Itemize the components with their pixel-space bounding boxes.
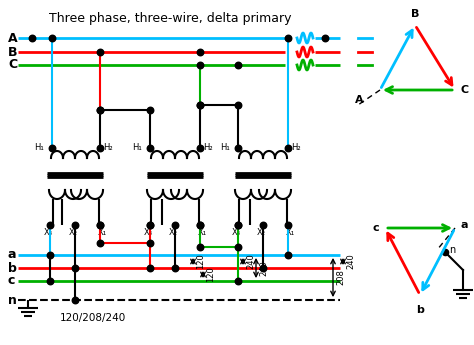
Text: X₃: X₃ [44,228,53,237]
Text: Three phase, three-wire, delta primary: Three phase, three-wire, delta primary [49,12,291,25]
Point [46,278,54,284]
Point [146,240,154,246]
Point [196,145,204,151]
Text: X₃: X₃ [231,228,240,237]
Text: a: a [8,248,17,262]
Point [284,222,292,228]
Text: B: B [8,46,18,59]
Point [96,107,104,113]
Text: X₂: X₂ [69,228,78,237]
Point [196,222,204,228]
Text: n: n [449,245,455,255]
Point [234,222,242,228]
Point [71,265,79,271]
Point [171,265,179,271]
Point [196,49,204,55]
Point [234,102,242,108]
Text: A: A [356,95,364,105]
Text: b: b [416,305,424,315]
Point [441,249,449,255]
Point [46,252,54,258]
Point [234,62,242,68]
Text: H₁: H₁ [220,144,230,152]
Text: 208: 208 [336,269,345,285]
Point [284,252,292,258]
Point [46,222,54,228]
Text: H₁: H₁ [132,144,142,152]
Point [146,222,154,228]
Point [259,265,267,271]
Point [48,145,56,151]
Point [284,145,292,151]
Point [96,107,104,113]
Text: 240: 240 [246,254,255,269]
Text: X₃: X₃ [144,228,153,237]
Point [96,222,104,228]
Text: H₂: H₂ [103,144,113,152]
Text: b: b [8,262,17,275]
Point [146,265,154,271]
Text: 240: 240 [346,254,355,269]
Point [48,35,56,41]
Point [196,102,204,108]
Point [196,62,204,68]
Text: C: C [461,85,469,95]
Point [96,222,104,228]
Text: H₂: H₂ [291,144,301,152]
Point [96,145,104,151]
Text: 120: 120 [206,267,215,282]
Text: a: a [461,220,468,230]
Text: B: B [411,9,419,19]
Point [234,145,242,151]
Point [234,278,242,284]
Point [321,35,329,41]
Point [196,222,204,228]
Text: 240: 240 [259,260,268,276]
Text: c: c [8,275,15,287]
Text: H₂: H₂ [203,144,213,152]
Point [146,107,154,113]
Point [196,244,204,250]
Text: A: A [8,31,18,45]
Point [146,222,154,228]
Text: c: c [373,223,379,233]
Text: X₂: X₂ [168,228,177,237]
Point [171,222,179,228]
Text: n: n [8,294,17,306]
Text: X₁: X₁ [198,228,207,237]
Point [259,222,267,228]
Text: C: C [8,59,17,71]
Text: 120: 120 [196,254,205,269]
Point [96,240,104,246]
Point [28,35,36,41]
Text: H₁: H₁ [34,144,44,152]
Point [146,145,154,151]
Text: 120/208/240: 120/208/240 [60,313,126,323]
Text: X₁: X₁ [98,228,107,237]
Point [234,244,242,250]
Point [71,222,79,228]
Point [96,49,104,55]
Text: X₁: X₁ [285,228,294,237]
Point [196,102,204,108]
Point [71,297,79,303]
Point [284,35,292,41]
Text: X₂: X₂ [256,228,265,237]
Point [234,222,242,228]
